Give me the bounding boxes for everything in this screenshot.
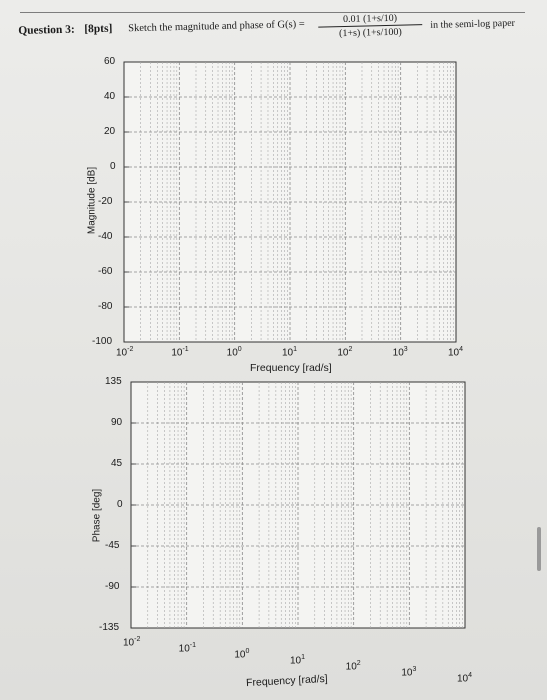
magnitude-xtick-label: 102 bbox=[337, 346, 353, 359]
phase-xtick-label: 103 bbox=[401, 666, 417, 679]
magnitude-ytick-label: 40 bbox=[104, 91, 116, 102]
phase-xtick-label: 101 bbox=[290, 654, 306, 667]
phase-ytick-label: 135 bbox=[105, 376, 122, 387]
magnitude-ytick-label: -80 bbox=[98, 301, 113, 312]
phase-ytick-label: -135 bbox=[99, 622, 120, 633]
magnitude-xtick-label: 10-2 bbox=[116, 346, 134, 359]
phase-ytick-label: 45 bbox=[111, 458, 123, 469]
phase-xtick-label: 104 bbox=[457, 672, 473, 685]
phase-xtick-label: 100 bbox=[234, 648, 250, 661]
magnitude-ytick-label: -60 bbox=[98, 266, 113, 277]
magnitude-xlabel: Frequency [rad/s] bbox=[250, 362, 332, 374]
magnitude-ytick-label: 60 bbox=[104, 56, 116, 67]
magnitude-xtick-label: 100 bbox=[226, 346, 242, 359]
scrollbar[interactable] bbox=[537, 527, 541, 571]
phase-ytick-label: 0 bbox=[117, 499, 123, 510]
phase-xtick-label: 102 bbox=[345, 660, 361, 673]
magnitude-ytick-label: 20 bbox=[104, 126, 116, 137]
phase-xtick-label: 10-2 bbox=[123, 636, 141, 649]
magnitude-ytick-label: 0 bbox=[110, 161, 116, 172]
phase-ylabel: Phase [deg] bbox=[91, 488, 103, 543]
magnitude-xtick-label: 101 bbox=[282, 346, 298, 359]
magnitude-ytick-label: -20 bbox=[98, 196, 113, 207]
phase-xtick-label: 10-1 bbox=[178, 642, 197, 655]
magnitude-xtick-label: 10-1 bbox=[171, 346, 189, 359]
magnitude-ylabel: Magnitude [dB] bbox=[86, 166, 98, 235]
top-rule bbox=[20, 12, 525, 13]
magnitude-ytick-label: -100 bbox=[92, 336, 113, 347]
magnitude-xtick-label: 103 bbox=[392, 346, 408, 359]
magnitude-xtick-label: 104 bbox=[448, 346, 464, 359]
magnitude-ytick-label: -40 bbox=[98, 231, 113, 242]
phase-ytick-label: 90 bbox=[111, 417, 123, 428]
phase-ytick-label: -45 bbox=[105, 540, 120, 551]
phase-ytick-label: -90 bbox=[105, 581, 120, 592]
